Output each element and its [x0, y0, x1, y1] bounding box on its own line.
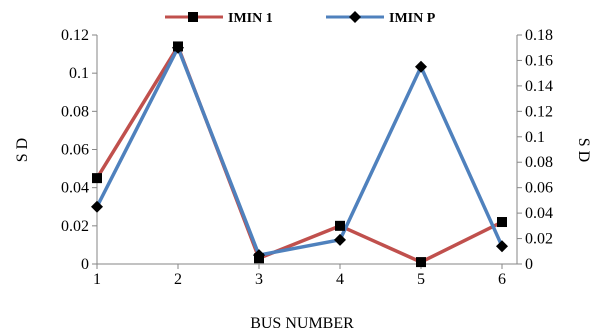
series-line-iminp: [95, 45, 504, 257]
series-lines: [95, 44, 504, 264]
data-point-iminp: [415, 60, 427, 73]
x-tick-label: 1: [93, 271, 101, 288]
x-axis-title: BUS NUMBER: [250, 315, 354, 331]
x-tick-label: 2: [174, 271, 182, 288]
y1-tick-label: 0: [81, 256, 89, 273]
data-point-iminp: [91, 200, 103, 213]
y2-tick-label: 0.14: [525, 78, 553, 95]
y2-tick-label: 0.18: [525, 27, 553, 44]
y1-axis-title: S D: [14, 138, 31, 162]
series-line-imin1: [95, 44, 503, 264]
y2-tick-label: 0.04: [525, 205, 553, 222]
data-point-iminp: [496, 240, 508, 253]
data-point-iminp: [334, 233, 346, 246]
y2-axis-title: S D: [575, 138, 592, 162]
y1-tick-group: 0 0.02 0.04 0.06 0.08 0.1 0.12: [61, 27, 97, 273]
data-point-iminp: [172, 41, 184, 54]
y2-tick-label: 0: [525, 256, 533, 273]
y2-tick-label: 0.06: [525, 180, 553, 197]
y2-tick-label: 0.12: [525, 103, 553, 120]
legend-square-marker-icon: [188, 12, 198, 22]
legend-label-imin1: IMIN 1: [228, 11, 273, 26]
plot-area: 00.020.040.060.080.10.12 00.020.040.060.…: [61, 27, 553, 288]
data-point-imin1: [335, 220, 345, 231]
y1-tick-label: 0.08: [61, 103, 89, 120]
y1-tick-label: 0.1: [69, 65, 89, 82]
legend-item-imin1: IMIN 1: [165, 11, 273, 26]
y2-tick-label: 0.1: [525, 129, 545, 146]
y2-tick-label: 0.02: [525, 231, 553, 248]
legend: IMIN 1 IMIN P: [165, 11, 436, 26]
data-point-imin1: [92, 173, 102, 184]
y2-tick-group: 0 0.02 0.04 0.06 0.08 0.1 0.12 0.14 0.16 0.18: [517, 27, 553, 273]
y1-tick-label: 0.12: [61, 27, 89, 44]
legend-label-iminp: IMIN P: [389, 11, 436, 26]
x-tick-label: 6: [498, 271, 506, 288]
legend-diamond-marker-icon: [349, 11, 361, 23]
x-tick-label: 4: [336, 271, 344, 288]
legend-item-iminp: IMIN P: [326, 11, 436, 26]
data-point-imin1: [497, 217, 507, 228]
data-point-imin1: [416, 257, 426, 268]
series-markers: [91, 41, 508, 268]
x-tick-label: 3: [255, 271, 263, 288]
y1-tick-label: 0.06: [61, 142, 89, 159]
data-point-iminp: [253, 249, 265, 262]
x-tick-group: 1 2 3 4 5 6: [93, 264, 506, 288]
y2-tick-label: 0.16: [525, 52, 553, 69]
y2-tick-label: 0.08: [525, 154, 553, 171]
y1-tick-label: 0.04: [61, 180, 89, 197]
x-tick-label: 5: [417, 271, 425, 288]
y1-tick-label: 0.02: [61, 218, 89, 235]
